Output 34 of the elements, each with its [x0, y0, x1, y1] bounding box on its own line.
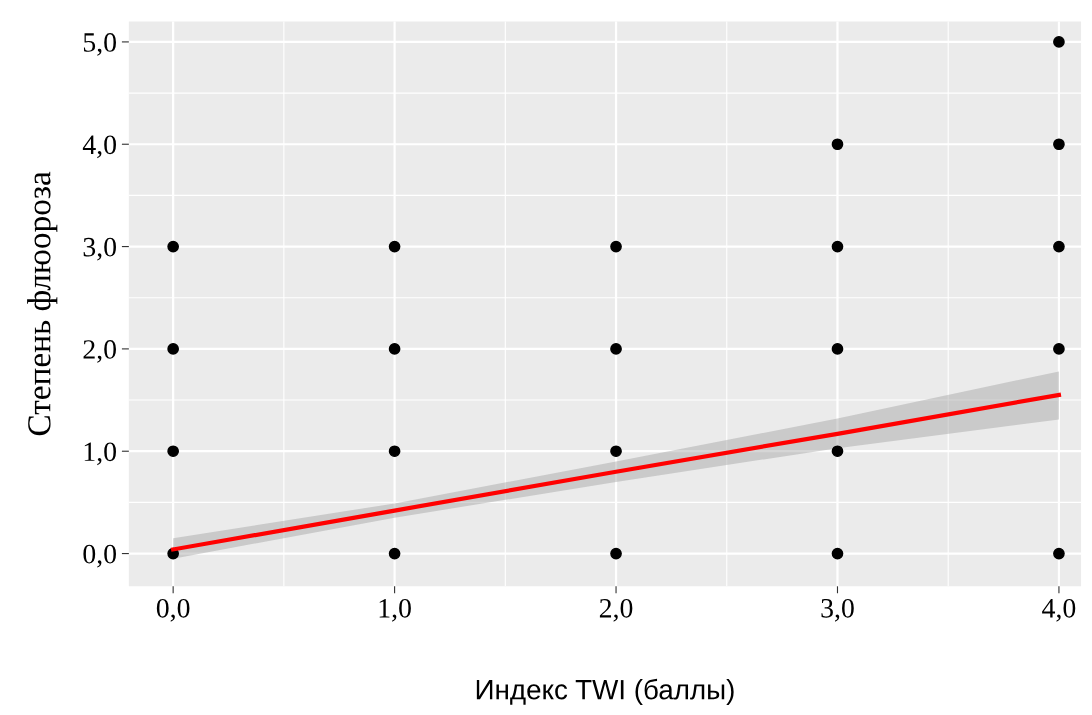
y-tick-label: 5,0: [83, 33, 116, 56]
point: [167, 445, 179, 458]
point: [388, 547, 401, 560]
point: [831, 343, 844, 355]
x-axis-title: Индекс TWI (баллы): [476, 678, 734, 705]
point: [167, 343, 179, 355]
point: [610, 547, 622, 560]
point: [831, 240, 844, 253]
point: [388, 343, 401, 355]
point: [388, 240, 401, 253]
y-axis-title: Степень флюороза: [27, 171, 58, 436]
x-tick-label: 1,0: [379, 598, 411, 622]
x-tick-label: 4,0: [1042, 598, 1076, 622]
point: [1053, 547, 1065, 560]
x-tick-label: 2,0: [599, 598, 633, 622]
point: [1053, 240, 1065, 253]
point: [610, 343, 622, 355]
point: [1053, 36, 1065, 48]
point: [831, 547, 844, 560]
point: [831, 138, 844, 151]
point: [388, 445, 401, 458]
point: [610, 240, 622, 253]
y-tick-label: 2,0: [83, 340, 116, 363]
y-tick-label: 1,0: [84, 442, 116, 466]
point: [1053, 343, 1065, 355]
point: [167, 240, 179, 253]
x-tick-label: 3,0: [821, 598, 854, 622]
y-tick-label: 3,0: [83, 237, 116, 261]
y-tick-label: 0,0: [83, 544, 116, 568]
point: [1053, 138, 1065, 151]
x-tick-label: 0,0: [156, 598, 190, 622]
point: [610, 445, 622, 458]
point: [831, 445, 844, 458]
y-tick-label: 4,0: [82, 135, 116, 159]
